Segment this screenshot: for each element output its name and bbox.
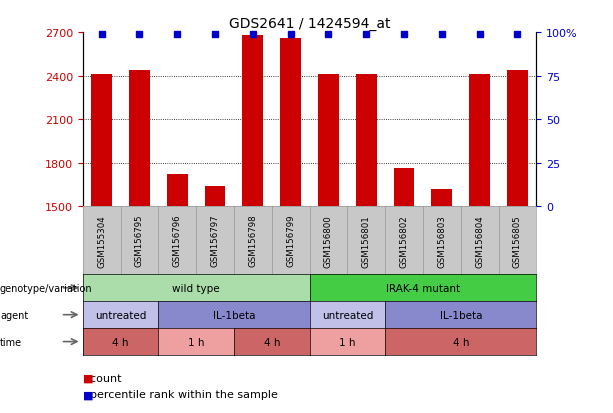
Bar bbox=[356, 75, 376, 206]
Text: 4 h: 4 h bbox=[112, 337, 129, 347]
Text: untreated: untreated bbox=[95, 310, 147, 320]
Text: GSM156798: GSM156798 bbox=[248, 214, 257, 267]
Text: GSM156805: GSM156805 bbox=[513, 214, 522, 267]
Text: GSM156800: GSM156800 bbox=[324, 214, 333, 267]
Text: GSM156797: GSM156797 bbox=[210, 214, 219, 267]
Bar bbox=[432, 189, 452, 206]
Text: count: count bbox=[83, 373, 121, 383]
Text: GSM156795: GSM156795 bbox=[135, 214, 144, 267]
Bar bbox=[91, 75, 112, 206]
Text: untreated: untreated bbox=[322, 310, 373, 320]
Text: genotype/variation: genotype/variation bbox=[0, 283, 93, 293]
Text: GSM156799: GSM156799 bbox=[286, 214, 295, 267]
Bar bbox=[470, 75, 490, 206]
Bar bbox=[507, 71, 528, 206]
Text: wild type: wild type bbox=[172, 283, 220, 293]
Text: IL-1beta: IL-1beta bbox=[440, 310, 482, 320]
Text: 1 h: 1 h bbox=[339, 337, 356, 347]
Text: GSM156803: GSM156803 bbox=[437, 214, 446, 267]
Bar bbox=[318, 75, 339, 206]
Bar bbox=[167, 175, 188, 206]
Text: agent: agent bbox=[0, 310, 28, 320]
Text: GSM155304: GSM155304 bbox=[97, 214, 106, 267]
Text: 4 h: 4 h bbox=[452, 337, 469, 347]
Title: GDS2641 / 1424594_at: GDS2641 / 1424594_at bbox=[229, 17, 390, 31]
Bar bbox=[129, 71, 150, 206]
Text: ■: ■ bbox=[83, 389, 93, 399]
Text: GSM156796: GSM156796 bbox=[173, 214, 182, 267]
Text: 1 h: 1 h bbox=[188, 337, 204, 347]
Bar bbox=[243, 36, 263, 206]
Text: IL-1beta: IL-1beta bbox=[213, 310, 255, 320]
Text: GSM156804: GSM156804 bbox=[475, 214, 484, 267]
Bar bbox=[394, 169, 414, 206]
Bar bbox=[280, 39, 301, 206]
Text: percentile rank within the sample: percentile rank within the sample bbox=[83, 389, 278, 399]
Text: GSM156801: GSM156801 bbox=[362, 214, 371, 267]
Text: IRAK-4 mutant: IRAK-4 mutant bbox=[386, 283, 460, 293]
Text: GSM156802: GSM156802 bbox=[400, 214, 409, 267]
Text: 4 h: 4 h bbox=[264, 337, 280, 347]
Text: ■: ■ bbox=[83, 373, 93, 383]
Text: time: time bbox=[0, 337, 22, 347]
Bar bbox=[205, 186, 226, 206]
